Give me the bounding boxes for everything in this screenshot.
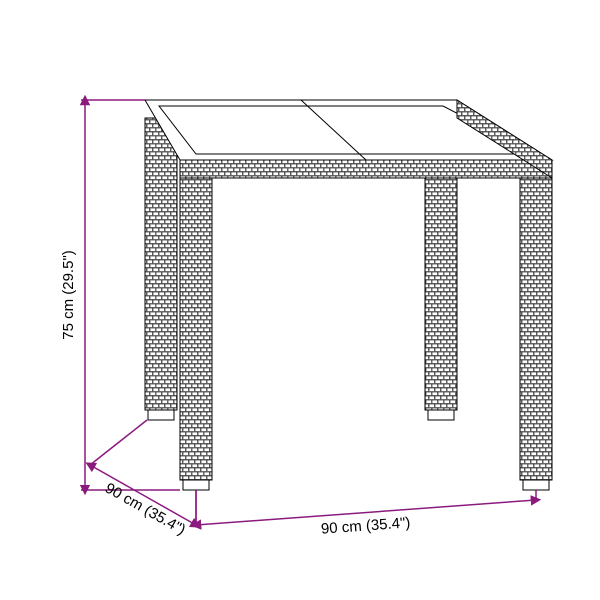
leg-front-right bbox=[520, 178, 552, 480]
leg-back-left bbox=[145, 118, 177, 410]
apron-front bbox=[180, 160, 552, 178]
leg-front-left-foot bbox=[183, 480, 209, 490]
dimension-label-height: 75 cm (29.5") bbox=[60, 250, 77, 340]
leg-front-left bbox=[180, 178, 212, 480]
dimension-label-depth: 90 cm (35.4") bbox=[102, 480, 188, 539]
leg-back-right-foot bbox=[428, 410, 454, 420]
leg-back-left-foot bbox=[148, 410, 174, 420]
leg-front-right-foot bbox=[523, 480, 549, 490]
dimension-label-width: 90 cm (35.4") bbox=[320, 514, 411, 538]
